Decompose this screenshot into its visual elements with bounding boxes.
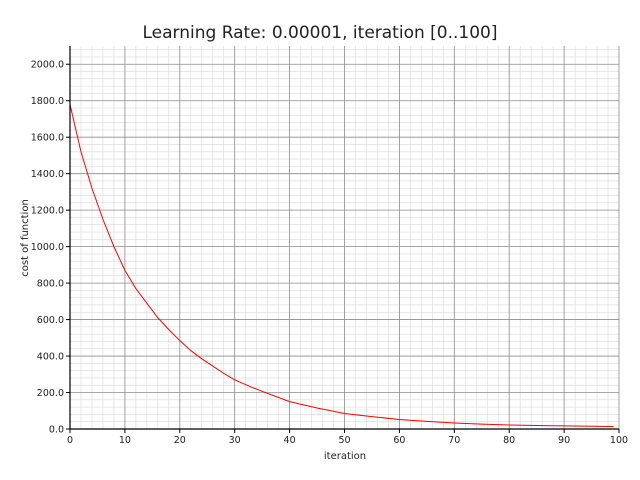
x-tick-label: 60 <box>393 435 405 446</box>
x-tick-label: 20 <box>174 435 186 446</box>
x-tick-label: 30 <box>229 435 241 446</box>
x-axis-label: iteration <box>324 451 366 462</box>
chart-title: Learning Rate: 0.00001, iteration [0..10… <box>143 23 498 43</box>
x-tick-label: 80 <box>503 435 515 446</box>
series-layer <box>69 104 614 427</box>
y-tick-label: 2000.0 <box>31 60 64 71</box>
y-axis-label: cost of function <box>20 199 31 277</box>
x-tick-label: 90 <box>558 435 570 446</box>
y-ticks: 0.0 200.0 400.0 600.0 800.0 1000.0 1200.0 1400.… <box>31 60 70 436</box>
x-tick-label: 40 <box>284 435 296 446</box>
y-tick-label: 0.0 <box>49 425 64 436</box>
y-tick-label: 1800.0 <box>31 96 64 107</box>
x-tick-label: 50 <box>338 435 350 446</box>
y-tick-label: 800.0 <box>37 279 64 290</box>
y-tick-label: 1400.0 <box>31 169 64 180</box>
y-tick-label: 1600.0 <box>31 133 64 144</box>
x-tick-label: 100 <box>610 435 628 446</box>
y-tick-label: 1200.0 <box>31 206 64 217</box>
x-tick-label: 10 <box>119 435 131 446</box>
y-tick-label: 600.0 <box>37 315 64 326</box>
y-tick-label: 1000.0 <box>31 242 64 253</box>
major-grid <box>69 46 620 430</box>
x-ticks: 0 10 20 30 40 50 60 70 80 90 100 <box>67 429 628 446</box>
x-tick-label: 70 <box>448 435 460 446</box>
y-tick-label: 400.0 <box>37 352 64 363</box>
y-tick-label: 200.0 <box>37 388 64 399</box>
series-line-0 <box>69 104 614 427</box>
x-tick-label: 0 <box>67 435 73 446</box>
